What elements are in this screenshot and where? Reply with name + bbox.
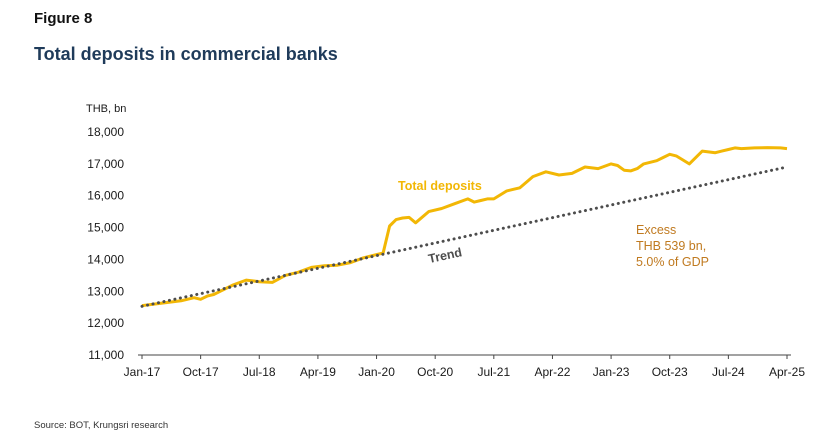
y-tick-label: 15,000 (87, 221, 124, 235)
x-tick-label: Oct-23 (652, 365, 688, 379)
x-tick-label: Jan-23 (593, 365, 630, 379)
deposits-series-label: Total deposits (398, 179, 482, 193)
x-tick-label: Jul-24 (712, 365, 745, 379)
y-axis: 11,000 12,000 13,000 14,000 15,000 16,000 17,0… (87, 125, 124, 362)
excess-annotation-line-2: THB 539 bn, (636, 239, 706, 253)
total-deposits-line (141, 146, 788, 308)
trend-series-label: Trend (427, 245, 463, 266)
chart-title: Total deposits in commercial banks (34, 44, 338, 64)
x-tick-label: Apr-25 (769, 365, 805, 379)
x-axis: Jan-17 Oct-17 Jul-18 Apr-19 Jan-20 Oct-20 Jul-… (124, 354, 805, 379)
excess-annotation-line-3: 5.0% of GDP (636, 255, 709, 269)
y-tick-label: 12,000 (87, 316, 124, 330)
y-tick-label: 16,000 (87, 189, 124, 203)
x-tick-label: Jul-21 (477, 365, 510, 379)
excess-annotation-line-1: Excess (636, 223, 676, 237)
y-tick-label: 11,000 (88, 348, 124, 362)
x-tick-label: Oct-17 (183, 365, 219, 379)
y-axis-unit-label: THB, bn (86, 103, 126, 115)
y-tick-label: 13,000 (87, 284, 124, 298)
trend-line (140, 165, 789, 308)
series-layer (140, 146, 789, 308)
y-tick-label: 14,000 (87, 252, 124, 266)
y-tick-label: 18,000 (87, 125, 124, 139)
source-note: Source: BOT, Krungsri research (34, 420, 169, 431)
x-tick-label: Apr-22 (534, 365, 570, 379)
x-tick-label: Apr-19 (300, 365, 336, 379)
y-tick-label: 17,000 (87, 157, 124, 171)
figure-label: Figure 8 (34, 10, 93, 27)
x-tick-label: Jan-20 (358, 365, 395, 379)
x-tick-label: Jul-18 (243, 365, 276, 379)
x-tick-label: Jan-17 (124, 365, 161, 379)
x-tick-label: Oct-20 (417, 365, 453, 379)
